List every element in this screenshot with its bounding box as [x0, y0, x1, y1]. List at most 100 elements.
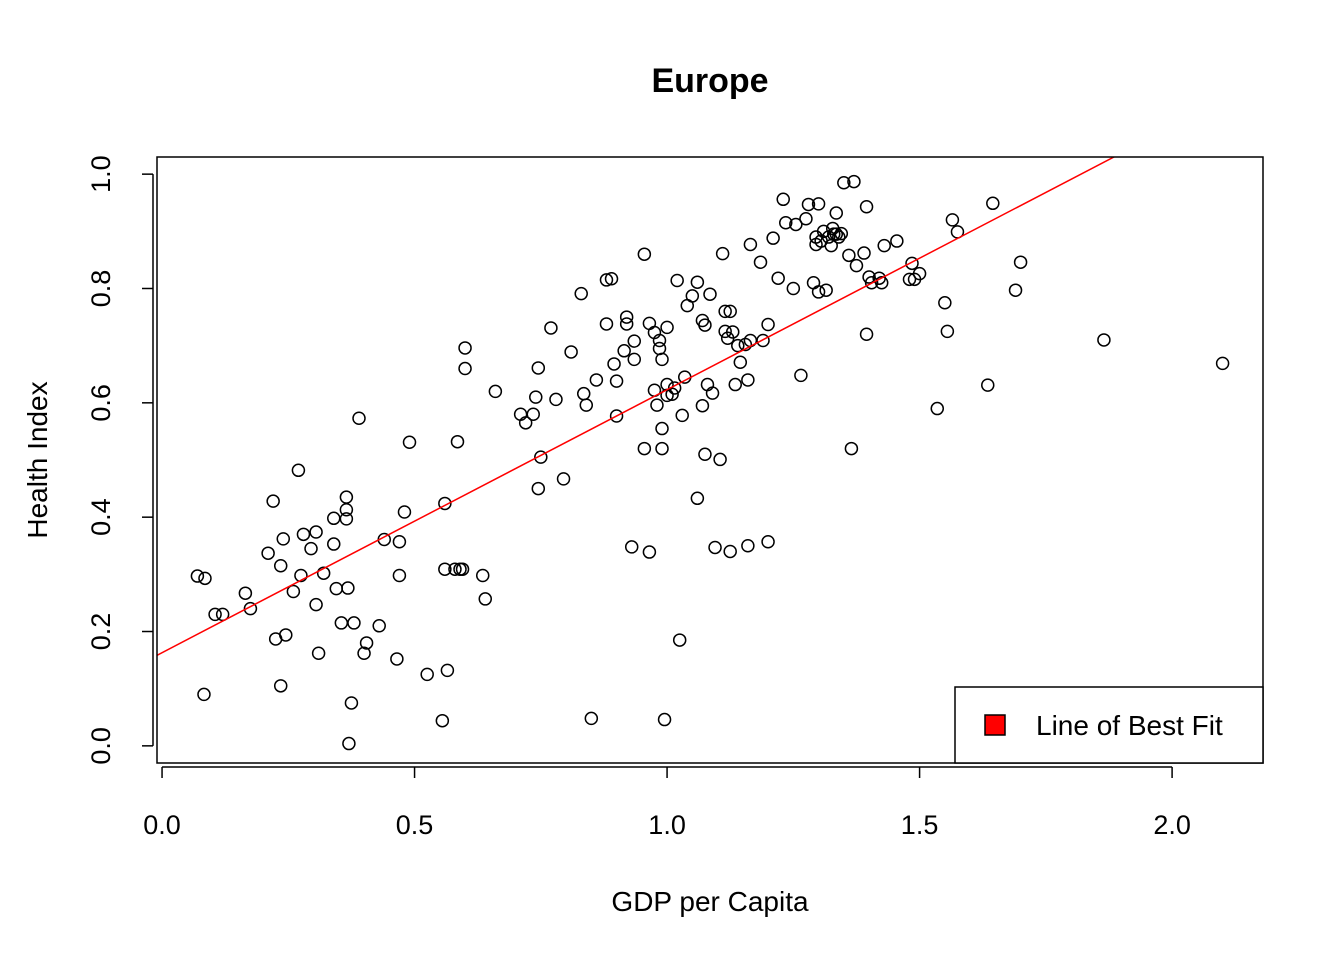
legend: Line of Best Fit [954, 686, 1264, 764]
data-point [829, 227, 844, 241]
data-point [849, 258, 864, 273]
data-point [672, 633, 687, 647]
y-tick-label: 0.6 [86, 384, 116, 422]
data-point [440, 663, 455, 678]
data-point [695, 398, 710, 413]
data-point [435, 713, 450, 728]
data-point [458, 361, 472, 376]
data-point [327, 537, 341, 551]
data-point [261, 546, 275, 560]
data-point [715, 246, 730, 261]
data-point [655, 352, 669, 367]
data-point [294, 568, 308, 583]
plot-area [157, 157, 1230, 751]
data-point [316, 566, 331, 580]
data-point [450, 434, 465, 449]
data-point [1008, 283, 1023, 297]
data-point [619, 310, 634, 324]
x-tick-label: 2.0 [1153, 810, 1191, 840]
data-point [637, 247, 652, 261]
data-point [344, 696, 359, 710]
data-point [397, 505, 412, 519]
x-tick-label: 0.5 [396, 810, 434, 840]
data-point [619, 317, 634, 331]
data-point [455, 562, 470, 576]
data-point [874, 276, 889, 290]
data-point [198, 571, 212, 586]
data-point [657, 712, 672, 727]
data-point [698, 447, 712, 462]
data-point [811, 285, 826, 299]
data-point [718, 324, 732, 339]
chart-title: Europe [651, 62, 768, 100]
data-point [544, 321, 558, 335]
y-tick-label: 1.0 [86, 155, 116, 193]
data-point [728, 377, 742, 392]
x-tick-label: 1.5 [901, 810, 939, 840]
data-point [743, 237, 758, 252]
data-point [556, 472, 571, 486]
data-point [339, 512, 354, 526]
data-point [733, 355, 748, 369]
data-point [392, 568, 407, 583]
data-point [352, 411, 366, 426]
data-point [599, 273, 614, 287]
data-point [667, 381, 682, 395]
data-point [243, 601, 258, 616]
data-point [857, 246, 871, 260]
data-point [534, 450, 548, 464]
data-point [703, 287, 717, 301]
legend-label: Line of Best Fit [1036, 710, 1223, 741]
data-point [844, 441, 859, 456]
data-point [766, 231, 780, 245]
data-point [311, 646, 326, 660]
data-point [698, 318, 712, 332]
axes: 0.0 0.5 1.0 1.5 2.0 0.0 0.2 0.4 0.6 0.8 1.0 [86, 155, 1264, 840]
data-point [731, 338, 745, 353]
data-point [690, 275, 705, 289]
y-tick-label: 0.4 [86, 498, 116, 536]
data-point [579, 398, 594, 412]
data-point [359, 636, 374, 650]
data-points [190, 174, 1230, 751]
data-point [902, 272, 917, 287]
data-point [890, 234, 904, 248]
data-point [276, 532, 291, 546]
data-point [627, 352, 641, 367]
data-point [761, 317, 775, 332]
data-point [655, 441, 669, 456]
data-point [309, 525, 323, 539]
data-point [475, 568, 490, 583]
data-point [837, 175, 851, 190]
data-point [708, 540, 722, 555]
data-point [402, 435, 417, 450]
data-point [670, 273, 684, 288]
data-point [624, 540, 639, 554]
data-point [859, 327, 874, 341]
data-point [789, 217, 803, 232]
data-point [799, 211, 813, 226]
data-point [518, 416, 533, 430]
data-point [609, 409, 624, 423]
data-point [564, 345, 578, 359]
y-tick-label: 0.8 [86, 270, 116, 308]
data-point [526, 407, 540, 422]
data-point [794, 368, 808, 383]
data-point [864, 276, 879, 290]
data-point [713, 452, 727, 467]
data-point [617, 344, 631, 358]
data-point [584, 711, 599, 726]
data-point [390, 652, 404, 666]
data-point [642, 545, 657, 559]
data-point [905, 256, 919, 271]
fit-line [157, 157, 1116, 656]
data-point [1215, 356, 1230, 371]
data-point [266, 494, 280, 508]
data-point [723, 544, 737, 559]
data-point [801, 197, 816, 212]
data-point [549, 392, 563, 407]
data-point [1097, 333, 1111, 347]
data-point [811, 197, 826, 211]
